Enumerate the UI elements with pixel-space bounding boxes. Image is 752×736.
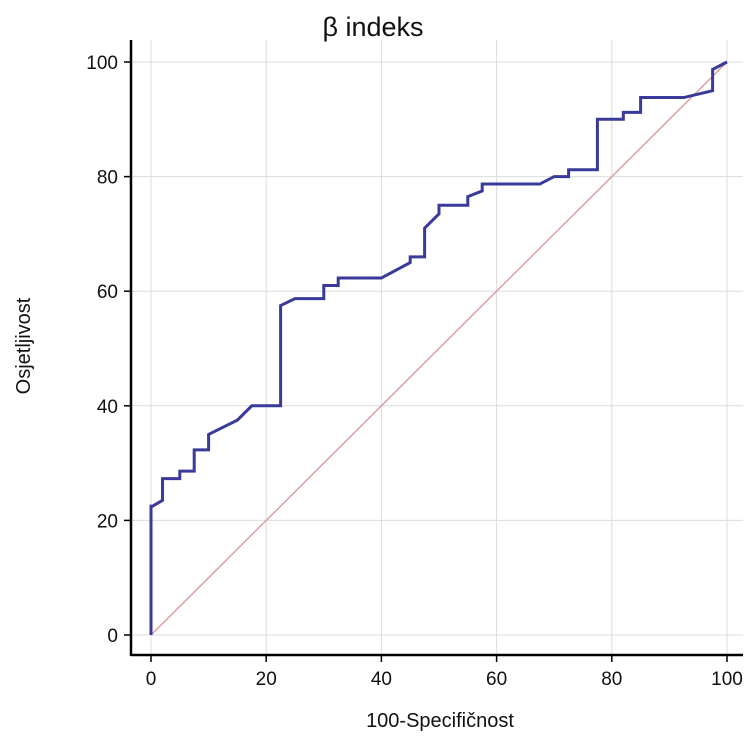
y-tick-label: 40 bbox=[97, 397, 118, 418]
reference-line bbox=[151, 62, 727, 635]
x-axis-label: 100-Specifičnost bbox=[366, 710, 514, 732]
x-tick-label: 20 bbox=[256, 669, 277, 690]
chart-title: β indeks bbox=[322, 12, 423, 42]
x-tick-label: 0 bbox=[146, 669, 157, 690]
tick-layer: 0 20 40 60 80 100 0 20 40 60 80 100 bbox=[86, 53, 743, 690]
y-axis-label: Osjetljivost bbox=[13, 297, 35, 394]
x-tick-label: 100 bbox=[711, 669, 743, 690]
reference-layer bbox=[151, 62, 727, 635]
y-tick-label: 60 bbox=[97, 282, 118, 303]
y-tick-label: 20 bbox=[97, 511, 118, 532]
y-tick-label: 80 bbox=[97, 168, 118, 189]
x-tick-label: 60 bbox=[486, 669, 507, 690]
y-tick-label: 100 bbox=[86, 53, 118, 74]
y-tick-label: 0 bbox=[107, 626, 118, 647]
x-tick-label: 80 bbox=[601, 669, 622, 690]
x-tick-label: 40 bbox=[371, 669, 392, 690]
